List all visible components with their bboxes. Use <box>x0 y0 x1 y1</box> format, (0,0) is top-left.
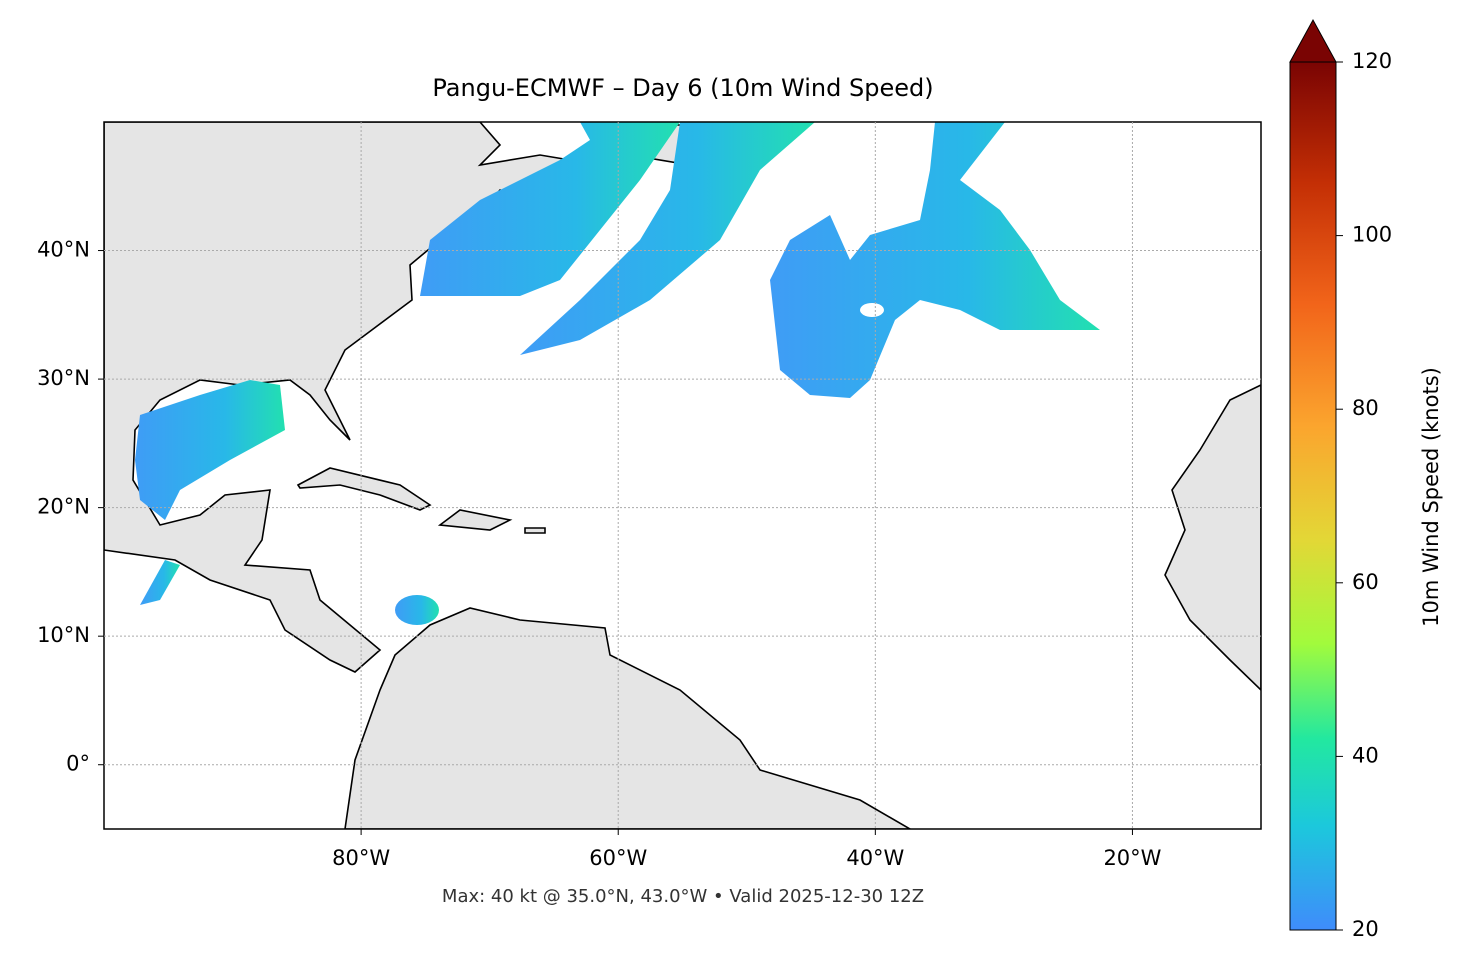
south-america <box>344 607 912 829</box>
colorbar-extend <box>1289 18 1337 63</box>
footnote: Max: 40 kt @ 35.0°N, 43.0°W • Valid 2025… <box>442 886 924 907</box>
x-tick-label: 80°W <box>332 846 390 870</box>
map <box>104 122 1261 829</box>
colorbar-label: 10m Wind Speed (knots) <box>1419 367 1443 627</box>
colorbar-tick-label: 40 <box>1352 743 1379 767</box>
puerto-rico <box>524 527 546 534</box>
wind-field <box>135 380 285 520</box>
hispaniola <box>437 509 513 531</box>
cuba <box>296 467 432 511</box>
africa <box>1164 384 1261 692</box>
y-tick-label: 20°N <box>37 495 90 519</box>
wind-eye <box>860 303 884 317</box>
x-tick-label: 20°W <box>1103 846 1161 870</box>
colorbar-tick-label: 60 <box>1352 570 1379 594</box>
colorbar-tick-label: 80 <box>1352 396 1379 420</box>
y-tick-label: 0° <box>66 752 90 776</box>
colorbar <box>1289 61 1337 931</box>
x-tick-label: 60°W <box>589 846 647 870</box>
x-tick-label: 40°W <box>846 846 904 870</box>
wind-field <box>420 122 680 296</box>
colorbar-tick-label: 20 <box>1352 917 1379 941</box>
colorbar-tick-label: 100 <box>1352 223 1392 247</box>
wind-field <box>770 122 1100 398</box>
wind-field <box>395 595 439 625</box>
plot-frame <box>103 121 1262 830</box>
y-tick-label: 30°N <box>37 366 90 390</box>
y-tick-label: 10°N <box>37 623 90 647</box>
wind-field <box>520 122 815 355</box>
chart-title: Pangu-ECMWF – Day 6 (10m Wind Speed) <box>432 74 933 102</box>
y-tick-label: 40°N <box>37 238 90 262</box>
wind-field <box>140 560 180 605</box>
colorbar-tick-label: 120 <box>1352 49 1392 73</box>
